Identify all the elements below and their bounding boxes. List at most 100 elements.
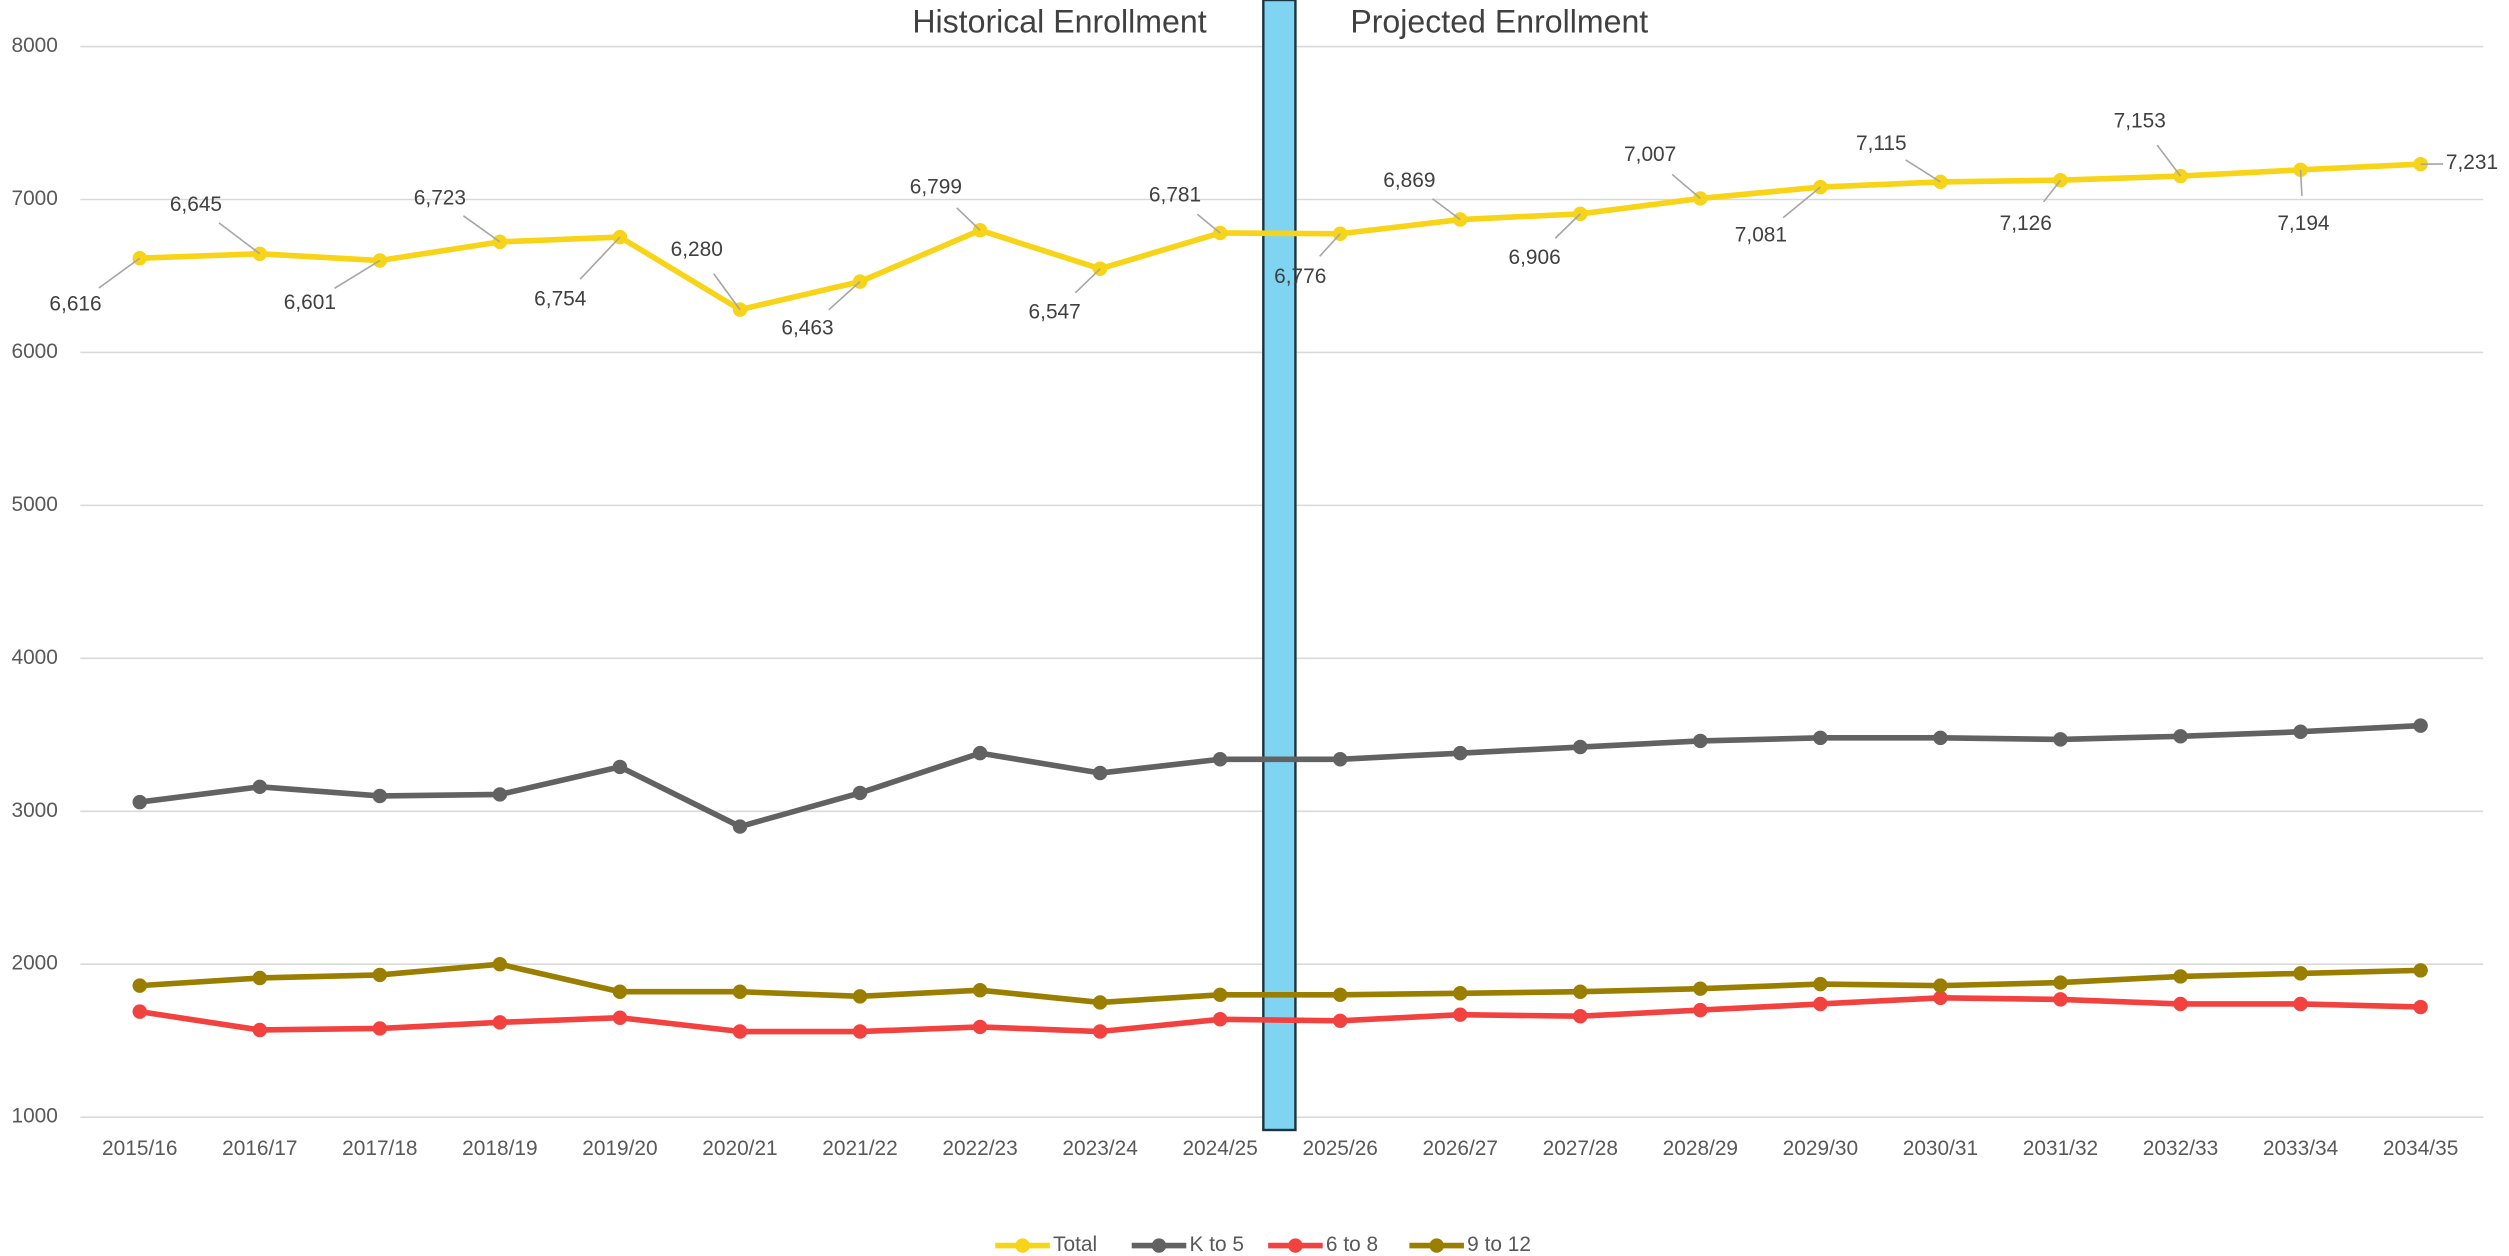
- data-point: [492, 956, 508, 972]
- x-tick-label: 2019/20: [582, 1137, 657, 1160]
- data-point: [2053, 172, 2068, 188]
- x-tick-label: 2032/33: [2143, 1137, 2218, 1160]
- annotation: Projected Enrollment: [1350, 4, 1648, 40]
- data-point: [1573, 739, 1588, 755]
- legend-label: Total: [1053, 1233, 1097, 1256]
- leader-line: [462, 215, 501, 243]
- legend-swatch-marker: [1288, 1238, 1303, 1253]
- data-point: [2173, 729, 2188, 744]
- x-tick-label: 2034/35: [2383, 1137, 2458, 1160]
- data-point: [132, 978, 147, 993]
- data-label: 7,081: [1735, 223, 1787, 246]
- data-point: [2293, 996, 2308, 1012]
- data-point: [2293, 724, 2308, 739]
- data-point: [2413, 999, 2428, 1015]
- data-label: 7,194: [2277, 212, 2329, 235]
- data-point: [2053, 975, 2068, 990]
- data-point: [1813, 976, 1828, 992]
- data-label: 6,776: [1274, 265, 1326, 288]
- data-label: 6,799: [910, 175, 962, 198]
- data-point: [1453, 745, 1468, 761]
- series-line: [139, 722, 2421, 830]
- data-point: [2173, 996, 2188, 1012]
- leader-line: [334, 259, 381, 289]
- data-point: [372, 788, 388, 804]
- leader-line: [1554, 213, 1581, 239]
- data-point: [1813, 730, 1828, 746]
- data-point: [1453, 1007, 1468, 1022]
- data-point: [1092, 1024, 1108, 1039]
- data-point: [732, 819, 748, 834]
- x-tick-label: 2016/17: [222, 1137, 297, 1160]
- y-tick-label: 1000: [11, 1105, 57, 1128]
- data-point: [492, 787, 508, 802]
- data-point: [492, 1015, 508, 1030]
- data-point: [1933, 730, 1948, 746]
- legend-swatch-marker: [1015, 1238, 1030, 1253]
- leader-line: [218, 222, 261, 255]
- data-point: [1813, 996, 1828, 1012]
- divider-bar: [1262, 0, 1297, 1132]
- x-tick-label: 2025/26: [1303, 1137, 1378, 1160]
- data-point: [1332, 752, 1348, 767]
- x-tick-label: 2028/29: [1663, 1137, 1738, 1160]
- data-point: [1092, 995, 1108, 1010]
- data-label: 6,601: [284, 291, 336, 314]
- data-point: [372, 1021, 388, 1036]
- data-point: [252, 1022, 268, 1038]
- data-point: [1092, 765, 1108, 781]
- data-point: [2173, 969, 2188, 984]
- data-point: [1212, 752, 1228, 767]
- x-tick-label: 2022/23: [942, 1137, 1017, 1160]
- x-tick-label: 2023/24: [1062, 1137, 1137, 1160]
- leader-line: [2299, 169, 2303, 196]
- leader-line: [98, 257, 141, 289]
- legend-label: K to 5: [1189, 1233, 1244, 1256]
- y-tick-label: 3000: [11, 799, 57, 822]
- x-tick-label: 2024/25: [1182, 1137, 1257, 1160]
- data-point: [852, 989, 868, 1004]
- data-point: [1332, 987, 1348, 1003]
- data-point: [732, 984, 748, 999]
- data-point: [852, 785, 868, 801]
- data-point: [2053, 732, 2068, 747]
- data-point: [972, 982, 988, 998]
- legend-swatch-marker: [1429, 1238, 1444, 1253]
- data-label: 6,781: [1149, 183, 1201, 206]
- data-point: [1693, 1002, 1708, 1018]
- x-tick-label: 2029/30: [1783, 1137, 1858, 1160]
- leader-line: [713, 273, 741, 311]
- leader-line: [828, 281, 861, 311]
- data-point: [2053, 992, 2068, 1007]
- data-point: [252, 970, 268, 986]
- data-label: 6,463: [781, 317, 833, 340]
- data-point: [972, 1019, 988, 1035]
- data-point: [132, 794, 147, 810]
- x-tick-label: 2021/22: [822, 1137, 897, 1160]
- data-label: 7,115: [1856, 132, 1907, 155]
- data-point: [1573, 984, 1588, 999]
- leader-line: [1074, 268, 1101, 294]
- data-label: 7,231: [2446, 151, 2498, 174]
- leader-line: [1432, 198, 1461, 221]
- data-point: [2173, 168, 2188, 184]
- data-label: 6,645: [170, 193, 222, 216]
- data-point: [1933, 990, 1948, 1006]
- leader-line: [1782, 186, 1821, 219]
- leader-line: [1319, 233, 1341, 257]
- leader-line: [1196, 213, 1221, 234]
- series-line: [139, 995, 2421, 1035]
- data-label: 6,723: [414, 187, 466, 210]
- y-tick-label: 6000: [11, 340, 57, 363]
- data-label: 6,616: [49, 292, 101, 315]
- leader-line: [579, 236, 621, 280]
- legend-label: 9 to 12: [1467, 1233, 1531, 1256]
- y-tick-label: 5000: [11, 493, 57, 516]
- data-point: [252, 779, 268, 795]
- x-tick-label: 2018/19: [462, 1137, 537, 1160]
- leader-line: [1671, 173, 1701, 200]
- data-point: [2293, 966, 2308, 981]
- data-point: [1573, 1008, 1588, 1024]
- data-point: [2413, 718, 2428, 733]
